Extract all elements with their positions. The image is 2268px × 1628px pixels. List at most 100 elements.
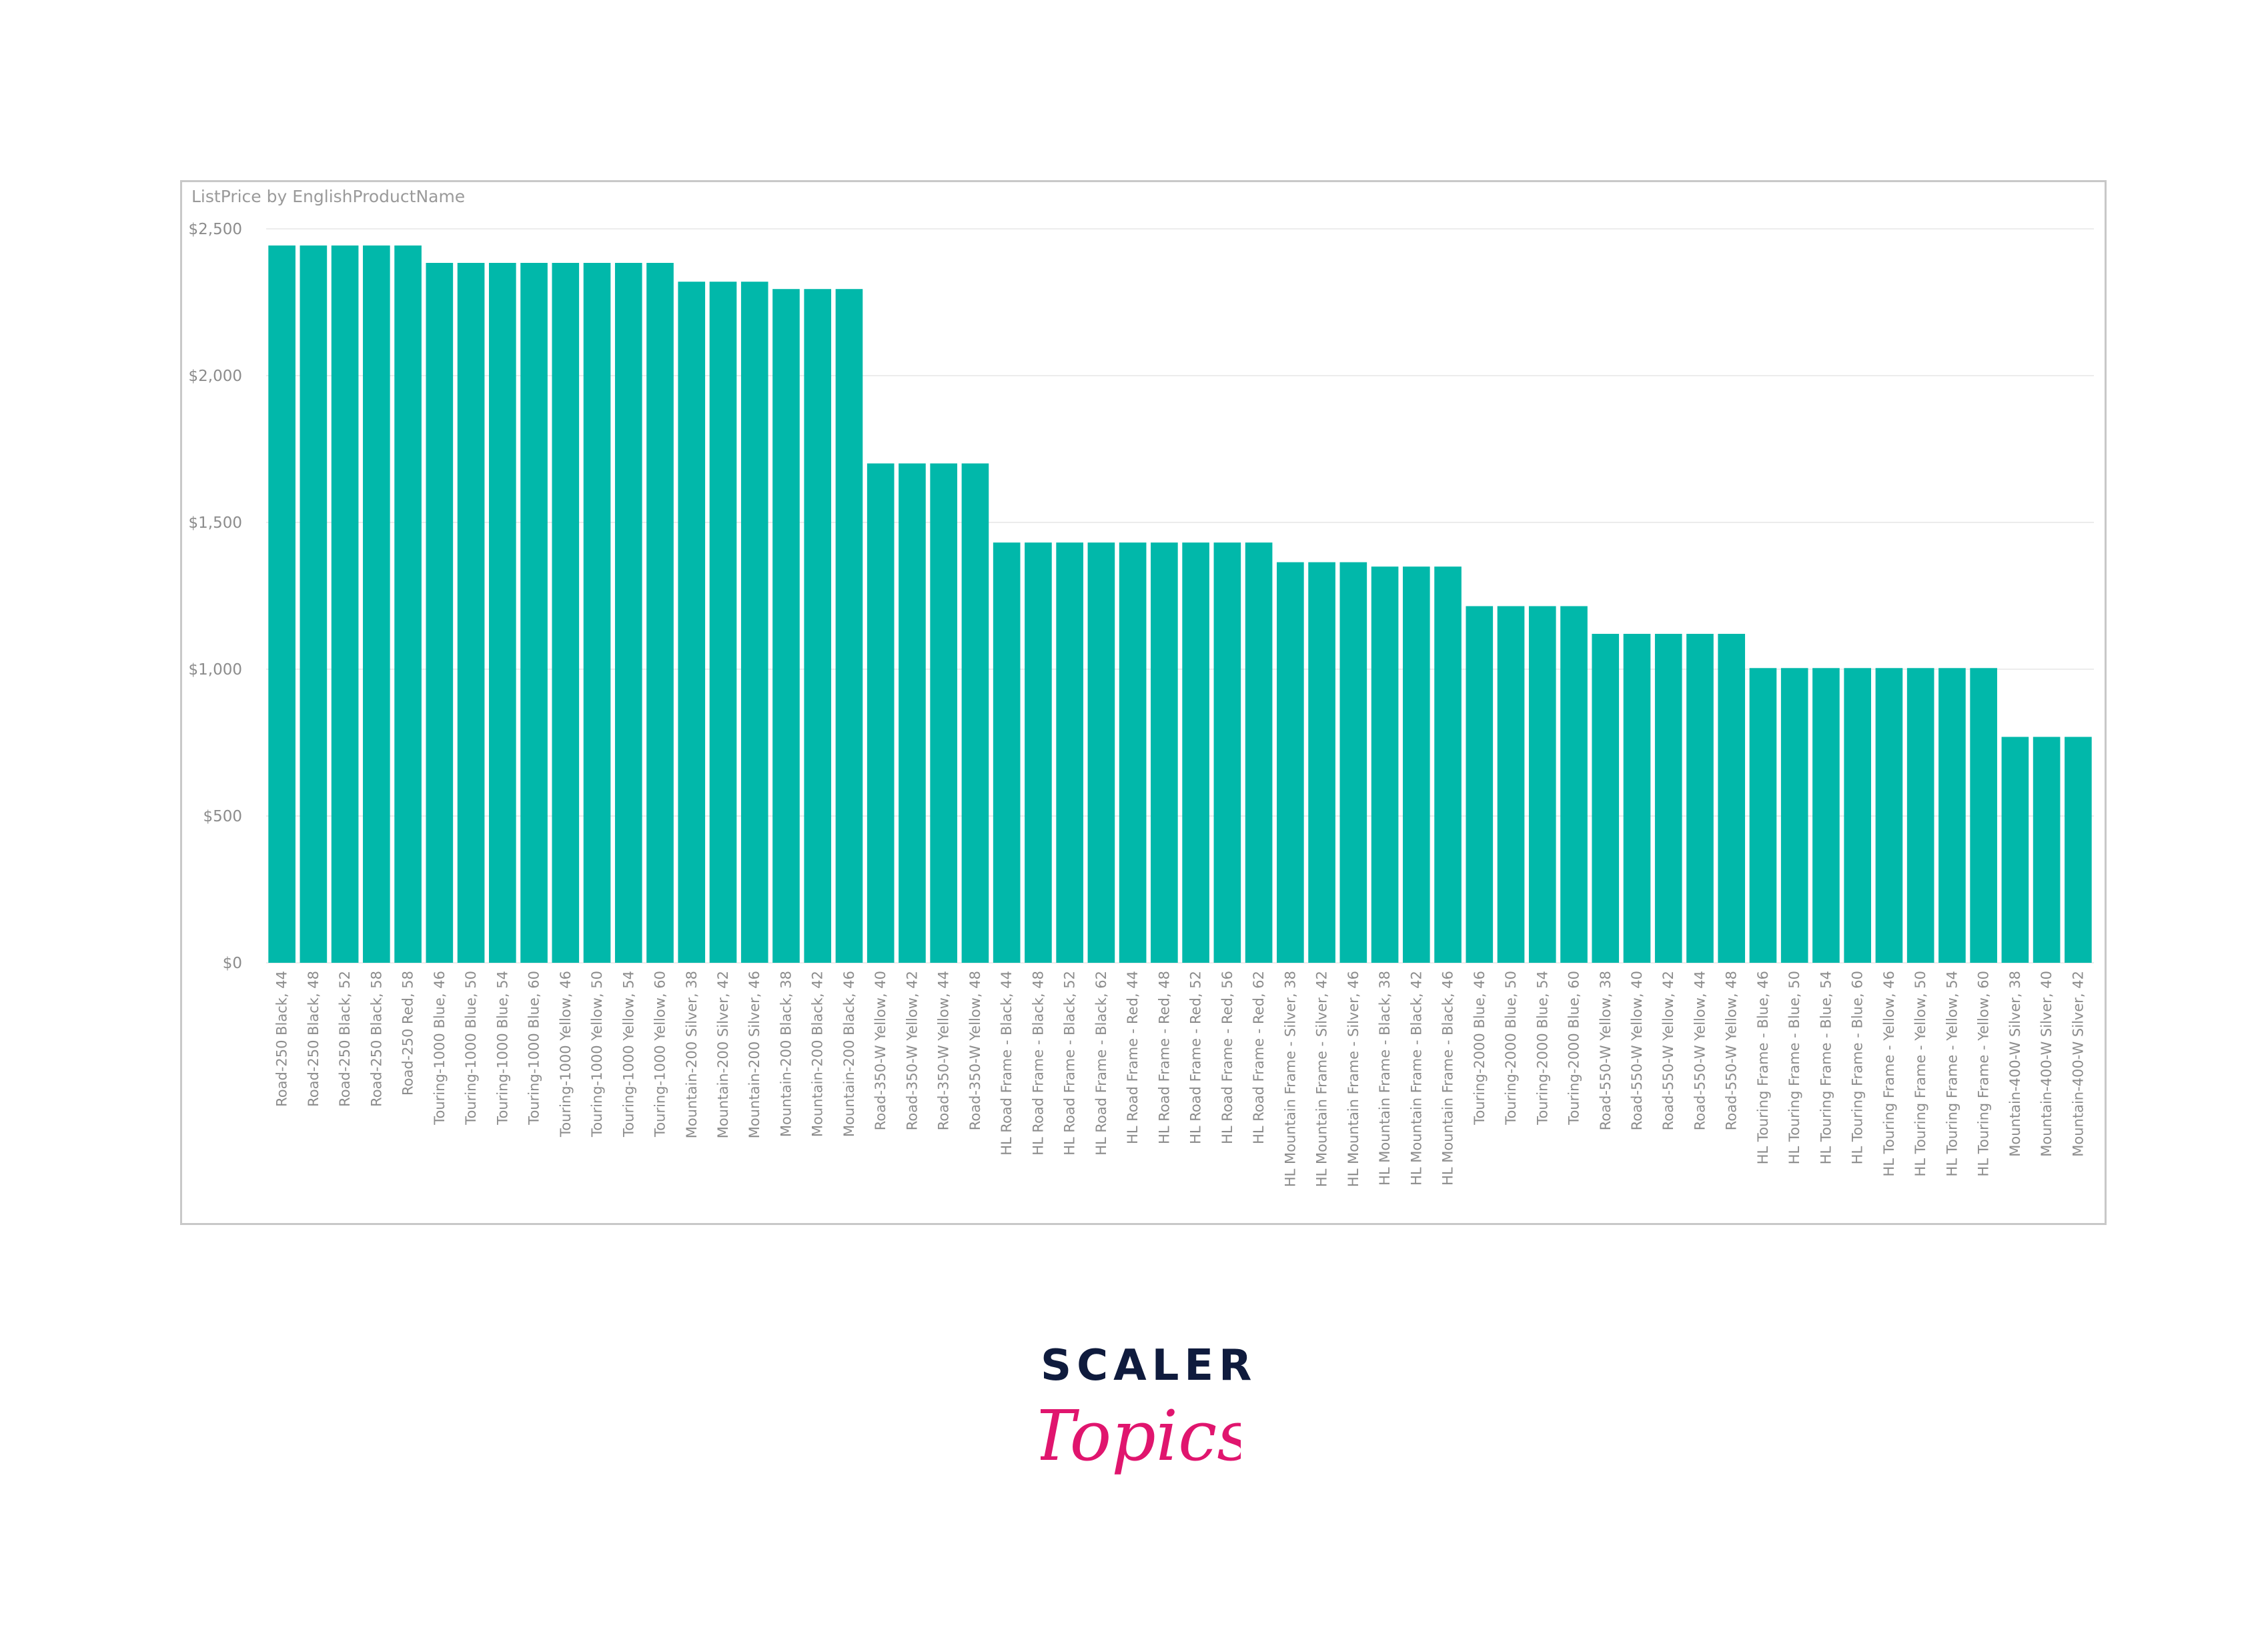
- x-tick-label: Touring-1000 Yellow, 46: [558, 971, 574, 1138]
- bar[interactable]: [1780, 668, 1808, 963]
- bar[interactable]: [1686, 633, 1714, 963]
- bar[interactable]: [1056, 542, 1083, 963]
- x-tick-label: Touring-2000 Blue, 50: [1503, 971, 1519, 1126]
- bar[interactable]: [646, 263, 674, 963]
- bar[interactable]: [804, 289, 832, 963]
- x-tick-label: Mountain-200 Black, 46: [841, 971, 857, 1137]
- bar[interactable]: [772, 289, 800, 963]
- bar[interactable]: [1938, 668, 1966, 963]
- x-tick-label: Touring-2000 Blue, 46: [1472, 971, 1488, 1126]
- svg-text:Topics: Topics: [1041, 1395, 1241, 1477]
- x-axis: Road-250 Black, 44 Road-250 Black, 48 Road…: [274, 971, 2087, 1187]
- bar[interactable]: [552, 263, 580, 963]
- bar[interactable]: [678, 282, 706, 963]
- bar[interactable]: [1182, 542, 1209, 963]
- x-tick-label: Road-250 Black, 44: [274, 971, 290, 1107]
- x-tick-label: Mountain-400-W Silver, 38: [2007, 971, 2023, 1157]
- bar[interactable]: [1087, 542, 1115, 963]
- brand-topics-wordmark: Topics: [1041, 1395, 1241, 1477]
- x-tick-label: Road-250 Black, 58: [368, 971, 384, 1107]
- x-tick-label: HL Road Frame - Black, 52: [1062, 971, 1078, 1156]
- bar[interactable]: [1025, 542, 1052, 963]
- chart-frame: ListPrice by EnglishProductName $0 $500 $1…: [180, 180, 2107, 1225]
- bar[interactable]: [1466, 606, 1494, 963]
- x-tick-label: Touring-1000 Yellow, 50: [589, 971, 605, 1138]
- bar[interactable]: [331, 245, 359, 963]
- bar[interactable]: [2033, 737, 2061, 963]
- bar[interactable]: [2065, 737, 2092, 963]
- bar[interactable]: [363, 245, 390, 963]
- bar[interactable]: [1654, 633, 1682, 963]
- x-tick-label: Road-250 Black, 52: [337, 971, 353, 1107]
- bar[interactable]: [1844, 668, 1872, 963]
- x-tick-label: Mountain-400-W Silver, 40: [2039, 971, 2055, 1157]
- bar[interactable]: [1213, 542, 1241, 963]
- x-tick-label: HL Road Frame - Red, 52: [1188, 971, 1204, 1144]
- x-tick-label: Road-550-W Yellow, 38: [1598, 971, 1614, 1130]
- x-tick-label: HL Touring Frame - Blue, 50: [1786, 971, 1802, 1164]
- bar[interactable]: [1875, 668, 1903, 963]
- bar[interactable]: [583, 263, 611, 963]
- x-tick-label: HL Touring Frame - Yellow, 46: [1881, 971, 1897, 1176]
- bar[interactable]: [489, 263, 516, 963]
- bar[interactable]: [1906, 668, 1934, 963]
- bar[interactable]: [867, 463, 895, 963]
- x-tick-label: Touring-1000 Blue, 60: [526, 971, 542, 1126]
- x-tick-label: Road-350-W Yellow, 40: [873, 971, 889, 1130]
- x-tick-label: Touring-1000 Blue, 50: [463, 971, 479, 1126]
- bar[interactable]: [993, 542, 1021, 963]
- bar[interactable]: [1592, 633, 1620, 963]
- bar[interactable]: [426, 263, 454, 963]
- bar[interactable]: [1151, 542, 1178, 963]
- y-tick-label: $1,500: [189, 514, 242, 532]
- bar[interactable]: [268, 245, 296, 963]
- bar[interactable]: [614, 263, 642, 963]
- bar[interactable]: [1403, 566, 1430, 963]
- bar[interactable]: [1371, 566, 1399, 963]
- bar[interactable]: [740, 282, 768, 963]
- bar[interactable]: [899, 463, 926, 963]
- bar[interactable]: [457, 263, 485, 963]
- bar[interactable]: [394, 245, 422, 963]
- x-tick-label: Road-550-W Yellow, 48: [1724, 971, 1740, 1130]
- x-tick-label: Touring-1000 Yellow, 60: [652, 971, 668, 1138]
- x-tick-label: HL Touring Frame - Blue, 60: [1850, 971, 1866, 1164]
- bar[interactable]: [1277, 562, 1304, 963]
- x-tick-label: Mountain-200 Silver, 42: [715, 971, 731, 1138]
- bar[interactable]: [1528, 606, 1556, 963]
- bar[interactable]: [1718, 633, 1746, 963]
- bar[interactable]: [961, 463, 989, 963]
- bar[interactable]: [1308, 562, 1335, 963]
- x-tick-label: HL Touring Frame - Yellow, 54: [1944, 971, 1960, 1176]
- x-tick-label: Road-350-W Yellow, 48: [967, 971, 983, 1130]
- bar[interactable]: [300, 245, 328, 963]
- y-tick-label: $0: [223, 955, 242, 972]
- y-tick-label: $500: [203, 808, 242, 825]
- x-tick-label: Mountain-200 Silver, 38: [684, 971, 700, 1138]
- bar[interactable]: [1623, 633, 1651, 963]
- bar-chart: ListPrice by EnglishProductName $0 $500 $1…: [189, 187, 2094, 1187]
- bar[interactable]: [1245, 542, 1273, 963]
- x-tick-label: Mountain-200 Black, 38: [778, 971, 794, 1137]
- x-tick-label: HL Road Frame - Red, 56: [1219, 971, 1235, 1144]
- x-tick-label: Touring-1000 Yellow, 54: [620, 971, 636, 1138]
- bar[interactable]: [1560, 606, 1588, 963]
- x-tick-label: Road-350-W Yellow, 44: [936, 971, 952, 1130]
- x-tick-label: HL Road Frame - Red, 44: [1125, 971, 1141, 1144]
- bar[interactable]: [1339, 562, 1367, 963]
- scaler-topics-logo: SCALER Topics: [1041, 1341, 1251, 1515]
- x-tick-label: Touring-2000 Blue, 54: [1534, 971, 1550, 1126]
- bar[interactable]: [1749, 668, 1777, 963]
- bar[interactable]: [1497, 606, 1525, 963]
- bar[interactable]: [2001, 737, 2029, 963]
- bar[interactable]: [1970, 668, 1997, 963]
- bar[interactable]: [709, 282, 737, 963]
- bar[interactable]: [930, 463, 958, 963]
- bar[interactable]: [1119, 542, 1147, 963]
- bar[interactable]: [1812, 668, 1840, 963]
- bar[interactable]: [520, 263, 548, 963]
- x-tick-label: HL Mountain Frame - Black, 42: [1408, 971, 1424, 1186]
- bar[interactable]: [835, 289, 863, 963]
- bar[interactable]: [1434, 566, 1462, 963]
- x-tick-label: HL Mountain Frame - Black, 46: [1440, 971, 1456, 1186]
